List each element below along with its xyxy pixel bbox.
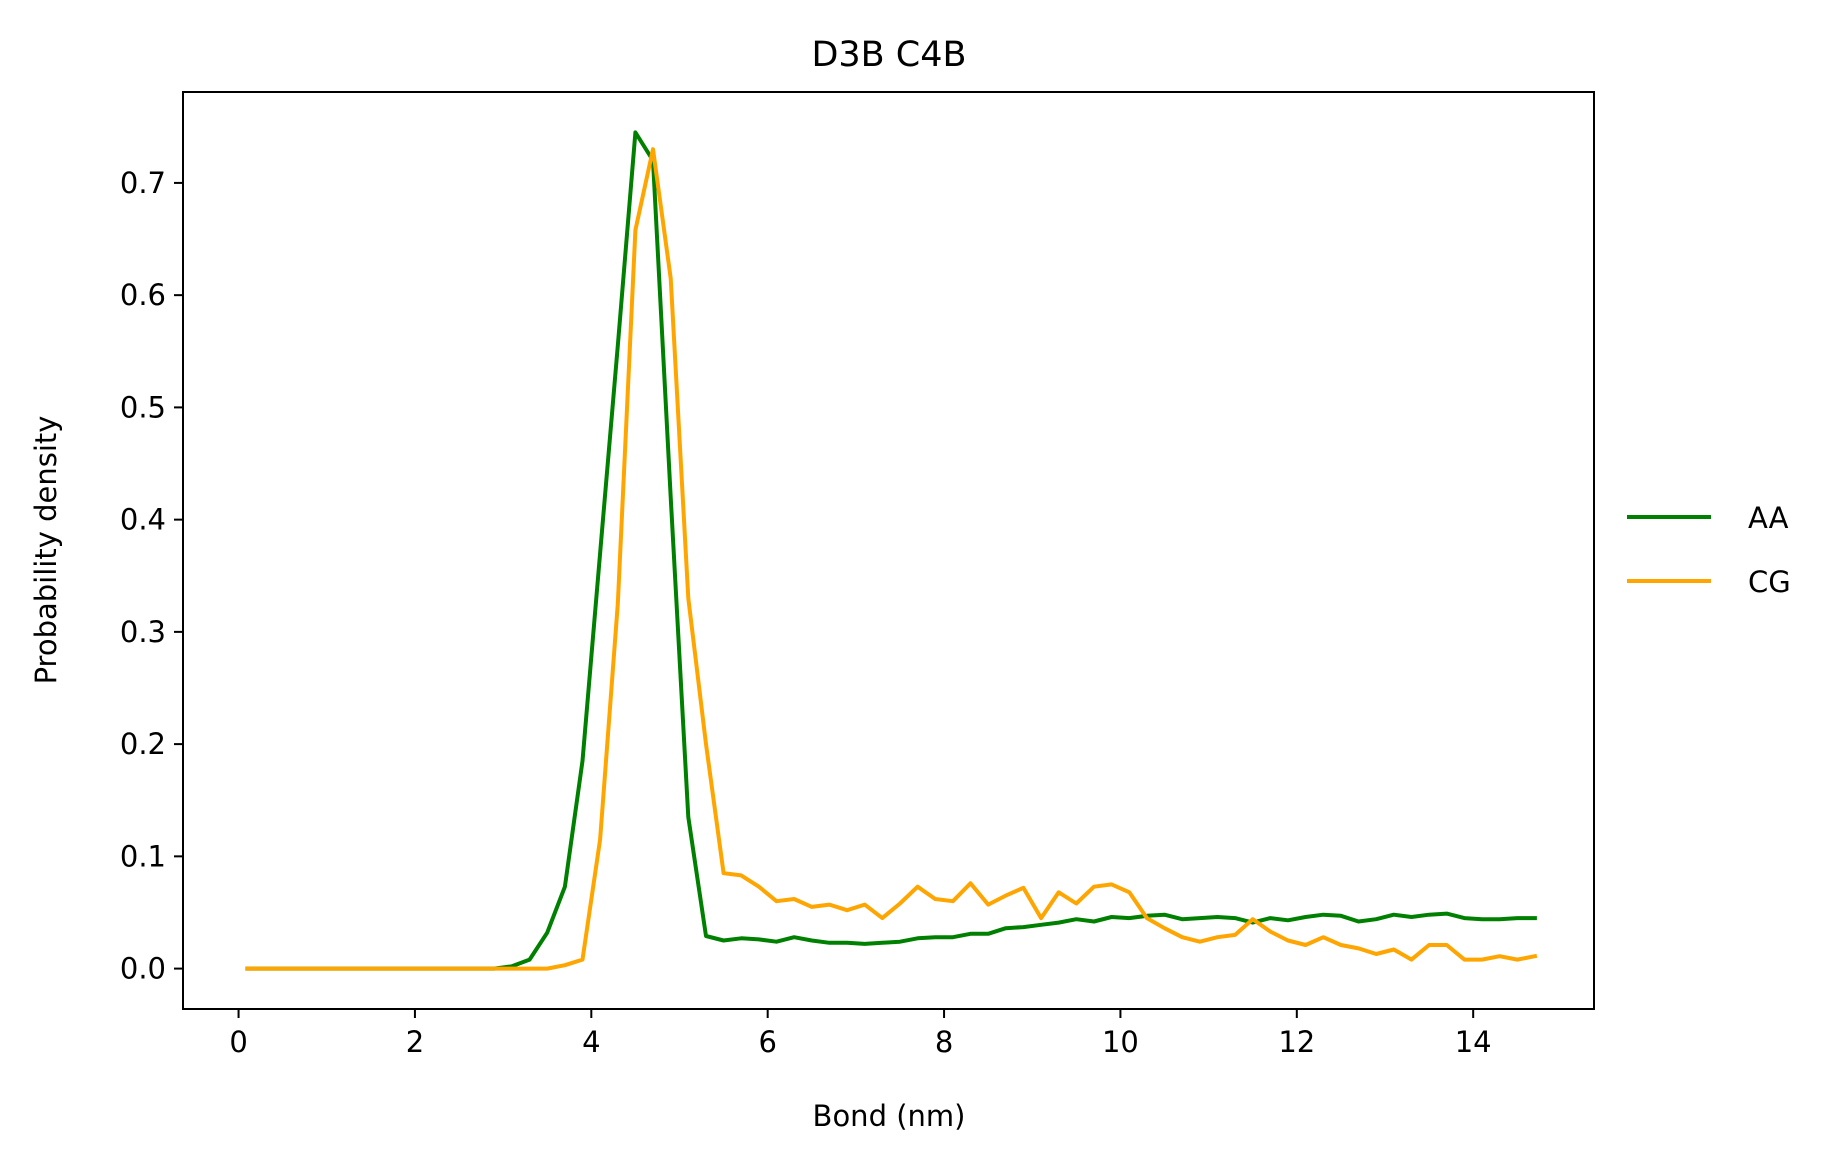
y-axis-label: Probability density <box>29 416 63 685</box>
plot-area <box>245 130 1538 971</box>
plot-frame <box>182 91 1595 1010</box>
y-tick-label: 0.2 <box>120 727 166 761</box>
y-tick-label: 0.3 <box>120 615 166 649</box>
x-tick-label: 4 <box>582 1025 600 1059</box>
x-tick-label: 8 <box>935 1025 953 1059</box>
x-axis: 0 2 4 6 8 10 12 14 <box>229 1009 1492 1059</box>
series-line-aa <box>245 130 1537 971</box>
x-tick-label: 0 <box>229 1025 247 1059</box>
legend: AA CG <box>1627 501 1791 599</box>
legend-label-aa: AA <box>1748 501 1789 535</box>
y-tick-label: 0.4 <box>120 503 166 537</box>
chart-title: D3B C4B <box>811 35 966 75</box>
y-tick-label: 0.6 <box>120 278 166 312</box>
x-axis-label: Bond (nm) <box>813 1099 966 1133</box>
x-tick-label: 6 <box>758 1025 776 1059</box>
x-tick-label: 14 <box>1455 1025 1492 1059</box>
x-tick-label: 2 <box>406 1025 424 1059</box>
y-tick-label: 0.0 <box>120 952 166 986</box>
x-tick-label: 10 <box>1102 1025 1139 1059</box>
y-axis: 0.0 0.1 0.2 0.3 0.4 0.5 0.6 0.7 <box>120 166 183 986</box>
y-tick-label: 0.1 <box>120 839 166 873</box>
y-tick-label: 0.7 <box>120 166 166 200</box>
x-tick-label: 12 <box>1278 1025 1315 1059</box>
y-tick-label: 0.5 <box>120 390 166 424</box>
legend-label-cg: CG <box>1748 565 1791 599</box>
series-line-cg <box>245 147 1538 971</box>
